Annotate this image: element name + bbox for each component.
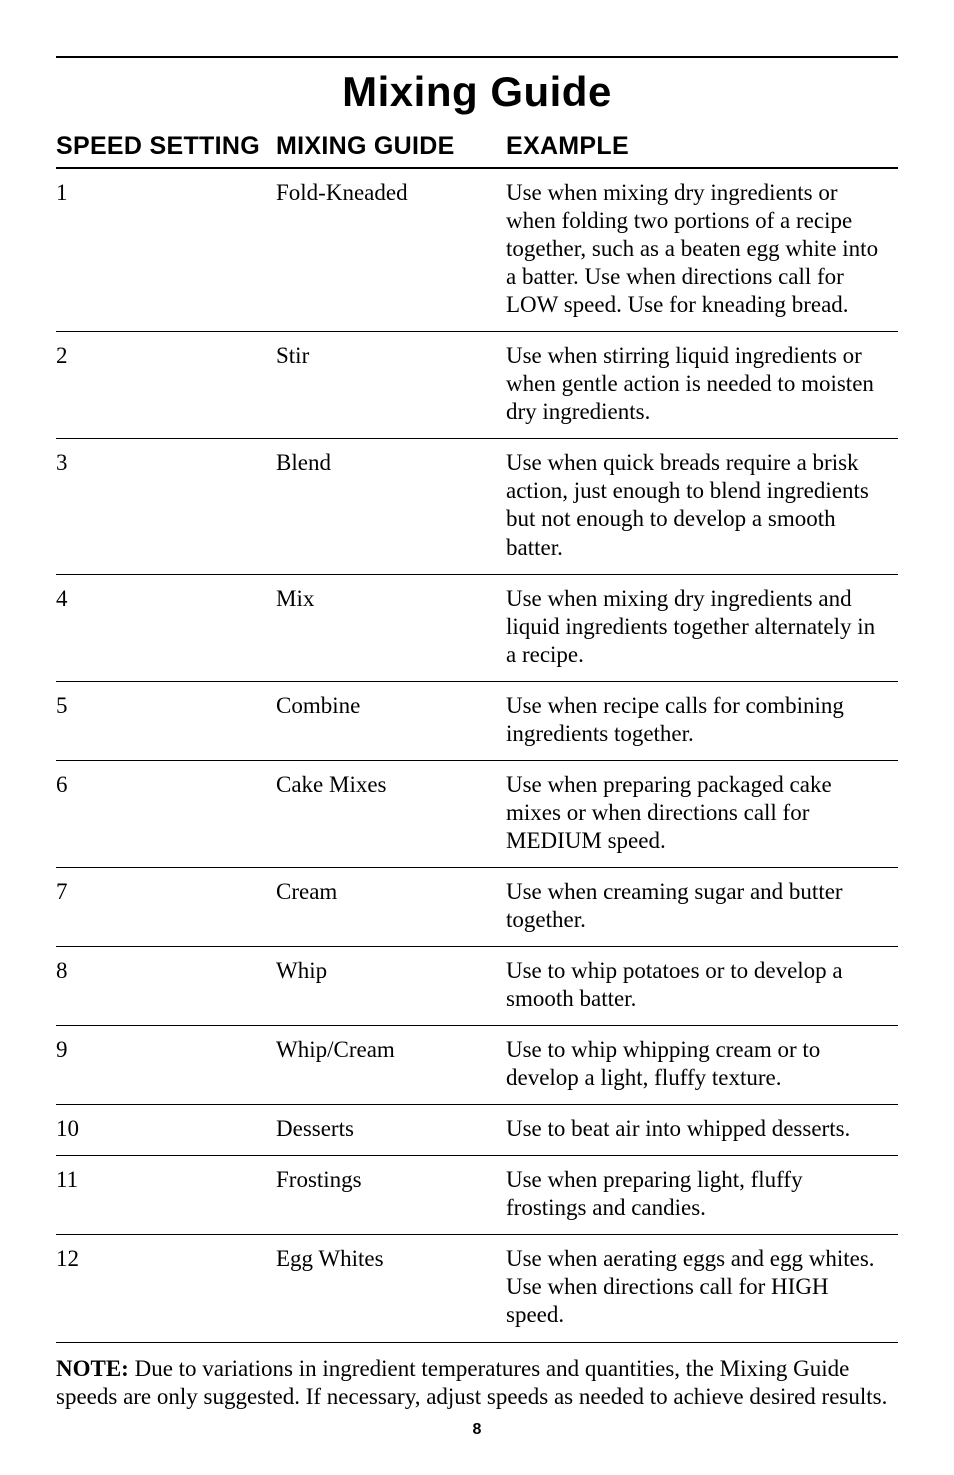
table-row: 5 Combine Use when recipe calls for comb… bbox=[56, 681, 898, 760]
page-title: Mixing Guide bbox=[56, 68, 898, 116]
cell-example: Use to whip whipping cream or to develop… bbox=[506, 1026, 898, 1105]
cell-example: Use when recipe calls for combining ingr… bbox=[506, 681, 898, 760]
cell-example: Use when stirring liquid ingredients or … bbox=[506, 332, 898, 439]
cell-guide: Desserts bbox=[276, 1105, 506, 1156]
cell-example: Use to beat air into whipped desserts. bbox=[506, 1105, 898, 1156]
cell-guide: Fold-Kneaded bbox=[276, 168, 506, 332]
cell-speed: 12 bbox=[56, 1235, 276, 1342]
cell-speed: 4 bbox=[56, 574, 276, 681]
cell-example: Use when creaming sugar and butter toget… bbox=[506, 867, 898, 946]
mixing-guide-table: SPEED SETTING MIXING GUIDE EXAMPLE 1 Fol… bbox=[56, 128, 898, 1343]
col-header-example: EXAMPLE bbox=[506, 128, 898, 168]
cell-example: Use when preparing packaged cake mixes o… bbox=[506, 760, 898, 867]
cell-example: Use when quick breads require a brisk ac… bbox=[506, 439, 898, 574]
top-rule bbox=[56, 56, 898, 58]
col-header-speed: SPEED SETTING bbox=[56, 128, 276, 168]
table-row: 4 Mix Use when mixing dry ingredients an… bbox=[56, 574, 898, 681]
page-number: 8 bbox=[0, 1421, 954, 1439]
cell-speed: 2 bbox=[56, 332, 276, 439]
cell-speed: 11 bbox=[56, 1156, 276, 1235]
cell-example: Use to whip potatoes or to develop a smo… bbox=[506, 947, 898, 1026]
note-paragraph: NOTE: Due to variations in ingredient te… bbox=[56, 1355, 898, 1411]
table-row: 10 Desserts Use to beat air into whipped… bbox=[56, 1105, 898, 1156]
cell-guide: Cream bbox=[276, 867, 506, 946]
cell-guide: Blend bbox=[276, 439, 506, 574]
cell-example: Use when aerating eggs and egg whites. U… bbox=[506, 1235, 898, 1342]
cell-guide: Whip/Cream bbox=[276, 1026, 506, 1105]
table-row: 11 Frostings Use when preparing light, f… bbox=[56, 1156, 898, 1235]
table-row: 9 Whip/Cream Use to whip whipping cream … bbox=[56, 1026, 898, 1105]
table-row: 12 Egg Whites Use when aerating eggs and… bbox=[56, 1235, 898, 1342]
cell-guide: Whip bbox=[276, 947, 506, 1026]
cell-speed: 8 bbox=[56, 947, 276, 1026]
col-header-guide: MIXING GUIDE bbox=[276, 128, 506, 168]
table-header-row: SPEED SETTING MIXING GUIDE EXAMPLE bbox=[56, 128, 898, 168]
table-row: 8 Whip Use to whip potatoes or to develo… bbox=[56, 947, 898, 1026]
document-page: Mixing Guide SPEED SETTING MIXING GUIDE … bbox=[0, 0, 954, 1475]
table-row: 1 Fold-Kneaded Use when mixing dry ingre… bbox=[56, 168, 898, 332]
cell-example: Use when preparing light, fluffy frostin… bbox=[506, 1156, 898, 1235]
table-row: 2 Stir Use when stirring liquid ingredie… bbox=[56, 332, 898, 439]
table-row: 3 Blend Use when quick breads require a … bbox=[56, 439, 898, 574]
cell-speed: 3 bbox=[56, 439, 276, 574]
table-row: 7 Cream Use when creaming sugar and butt… bbox=[56, 867, 898, 946]
cell-speed: 9 bbox=[56, 1026, 276, 1105]
cell-example: Use when mixing dry ingredients or when … bbox=[506, 168, 898, 332]
cell-speed: 5 bbox=[56, 681, 276, 760]
cell-speed: 10 bbox=[56, 1105, 276, 1156]
cell-guide: Cake Mixes bbox=[276, 760, 506, 867]
cell-guide: Stir bbox=[276, 332, 506, 439]
cell-guide: Frostings bbox=[276, 1156, 506, 1235]
note-text: Due to variations in ingredient temperat… bbox=[56, 1356, 887, 1409]
cell-speed: 6 bbox=[56, 760, 276, 867]
cell-example: Use when mixing dry ingredients and liqu… bbox=[506, 574, 898, 681]
cell-speed: 7 bbox=[56, 867, 276, 946]
cell-guide: Egg Whites bbox=[276, 1235, 506, 1342]
cell-guide: Mix bbox=[276, 574, 506, 681]
note-label: NOTE: bbox=[56, 1356, 129, 1381]
cell-speed: 1 bbox=[56, 168, 276, 332]
table-row: 6 Cake Mixes Use when preparing packaged… bbox=[56, 760, 898, 867]
cell-guide: Combine bbox=[276, 681, 506, 760]
